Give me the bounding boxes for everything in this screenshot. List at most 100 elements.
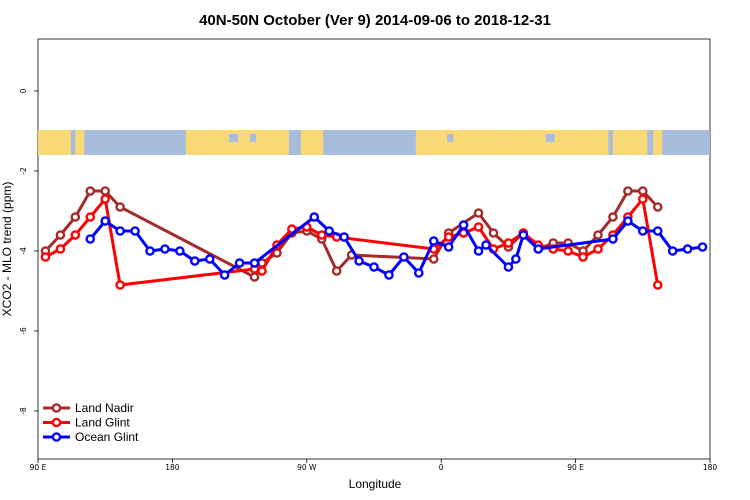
data-point [115, 280, 125, 290]
y-axis-label: XCO2 - MLO trend (ppm) [0, 182, 14, 317]
data-point [204, 254, 215, 264]
x-tick-label: 90 W [297, 463, 317, 472]
data-point [652, 202, 663, 212]
data-point [488, 228, 499, 238]
data-point [473, 222, 484, 232]
data-point [115, 226, 125, 236]
x-axis: 90 E 180 90 W 0 90 E 180 [30, 459, 718, 472]
lake-2 [447, 134, 454, 142]
series-ocean-glint [85, 212, 708, 280]
x-axis-label: Longitude [349, 477, 402, 491]
data-point [100, 186, 110, 196]
x-tick-label: 90 E [567, 463, 584, 472]
data-point [85, 186, 96, 196]
data-point [667, 246, 678, 256]
legend-item: Land Glint [43, 416, 130, 430]
data-point [115, 202, 125, 212]
legend-item: Land Nadir [43, 401, 134, 415]
y-tick-label: -2 [19, 167, 28, 175]
data-point [503, 238, 514, 248]
data-point [189, 256, 200, 266]
x-tick-label: 180 [703, 463, 718, 472]
data-point [511, 254, 521, 264]
data-point [458, 220, 469, 230]
lake-1 [250, 134, 257, 142]
data-point [697, 242, 708, 252]
data-point [324, 226, 335, 236]
data-point [160, 244, 170, 254]
data-point [623, 186, 633, 196]
data-point [563, 246, 573, 256]
land-north-america [185, 130, 289, 155]
land-europe-west [415, 130, 501, 155]
data-point [100, 216, 110, 226]
data-point [100, 194, 110, 204]
data-point [70, 230, 81, 240]
data-point [316, 230, 327, 240]
y-tick-label: -8 [19, 407, 28, 415]
data-point [473, 246, 484, 256]
land-japan-repeat [653, 130, 663, 155]
data-point [428, 236, 439, 246]
data-point [249, 272, 260, 282]
y-tick-label: -4 [19, 247, 28, 255]
data-point [652, 280, 663, 290]
data-point [257, 266, 267, 276]
series-layer [40, 186, 708, 290]
data-point [85, 234, 96, 244]
data-point [443, 232, 454, 242]
data-point [638, 226, 648, 236]
data-point [503, 262, 514, 272]
world-map-strip [38, 130, 710, 155]
data-point [638, 186, 648, 196]
data-point [384, 270, 394, 280]
x-tick-label: 90 E [30, 463, 47, 472]
chart-title: 40N-50N October (Ver 9) 2014-09-06 to 20… [199, 12, 551, 29]
data-point [682, 244, 693, 254]
data-point [533, 244, 544, 254]
data-point [652, 226, 663, 236]
data-point [399, 252, 409, 262]
data-point [70, 212, 81, 222]
y-axis: 0 -2 -4 -6 -8 [19, 88, 38, 415]
data-point [443, 242, 454, 252]
series-line [89, 215, 703, 277]
land-asia-east [38, 130, 71, 155]
plot-frame [37, 38, 711, 460]
data-point [55, 230, 66, 240]
data-point [130, 226, 140, 236]
lake-3 [545, 134, 555, 142]
legend-label: Ocean Glint [75, 430, 139, 444]
data-point [369, 262, 379, 272]
data-point [249, 258, 260, 268]
data-point [608, 212, 618, 222]
data-point [473, 208, 484, 218]
x-tick-label: 0 [439, 463, 444, 472]
land-newfoundland [300, 130, 324, 155]
legend-swatch-marker [51, 403, 62, 413]
land-eurasia [500, 130, 576, 155]
data-point [354, 256, 364, 266]
x-tick-label: 180 [165, 463, 180, 472]
land-japan [75, 130, 85, 155]
data-point [339, 232, 349, 242]
data-point [331, 266, 342, 276]
y-tick-label: 0 [19, 88, 28, 93]
data-point [623, 216, 633, 226]
land-asia-east-repeat [612, 130, 648, 155]
data-point [518, 230, 529, 240]
data-point [85, 212, 96, 222]
lake-0 [229, 134, 239, 142]
data-point [428, 254, 439, 264]
data-point [145, 246, 155, 256]
data-point [309, 212, 320, 222]
data-point [608, 234, 618, 244]
data-point [481, 240, 491, 250]
data-point [40, 252, 51, 262]
legend-swatch-marker [51, 417, 62, 428]
data-point [234, 258, 245, 268]
ocean-band [38, 130, 710, 155]
data-point [175, 246, 185, 256]
